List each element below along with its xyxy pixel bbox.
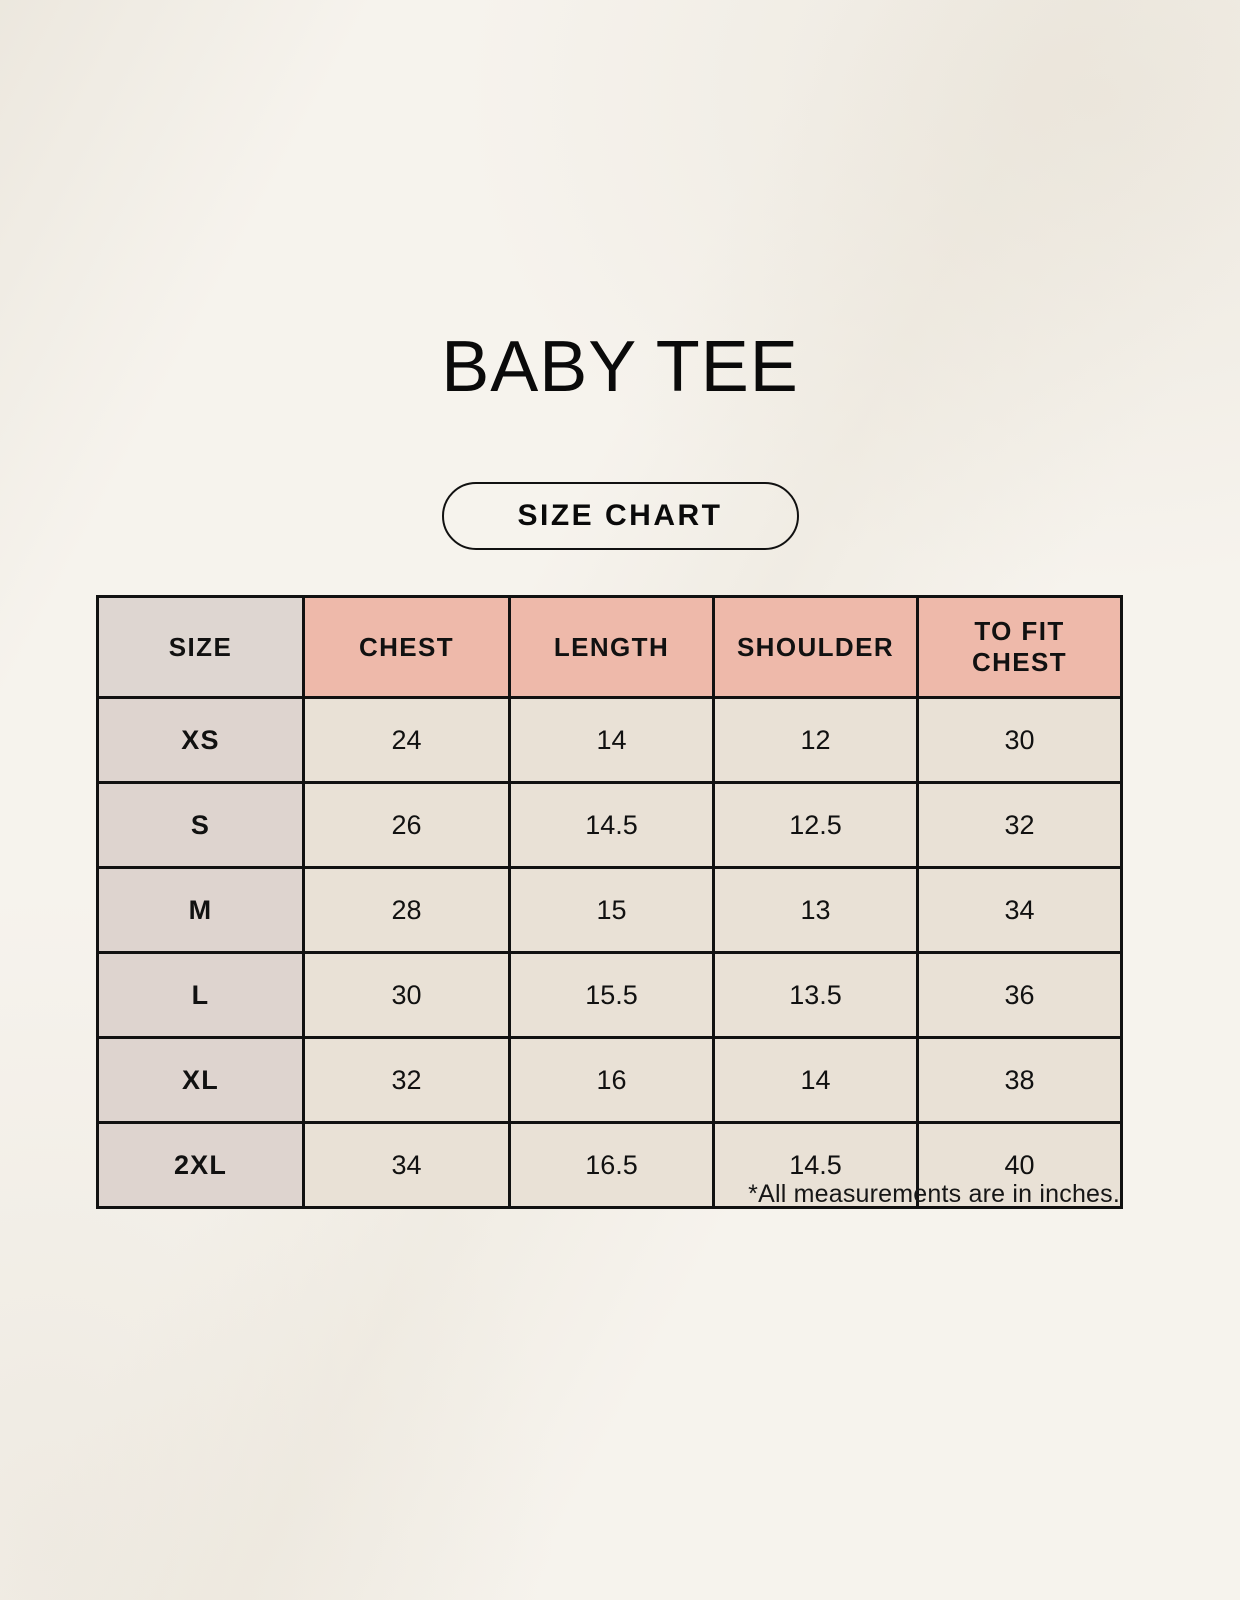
table-row: S 26 14.5 12.5 32 xyxy=(96,781,1123,869)
cell-length: 15.5 xyxy=(508,951,715,1039)
column-header-chest: CHEST xyxy=(302,595,511,699)
cell-chest: 34 xyxy=(302,1121,511,1209)
cell-size: M xyxy=(96,866,305,954)
cell-shoulder: 13 xyxy=(712,866,919,954)
cell-chest: 26 xyxy=(302,781,511,869)
cell-length: 16.5 xyxy=(508,1121,715,1209)
cell-length: 14 xyxy=(508,696,715,784)
cell-size: S xyxy=(96,781,305,869)
table-row: XS 24 14 12 30 xyxy=(96,696,1123,784)
cell-length: 15 xyxy=(508,866,715,954)
cell-shoulder: 14 xyxy=(712,1036,919,1124)
cell-size: 2XL xyxy=(96,1121,305,1209)
cell-chest: 24 xyxy=(302,696,511,784)
cell-length: 14.5 xyxy=(508,781,715,869)
badge-container: SIZE CHART xyxy=(0,482,1240,550)
table-body: XS 24 14 12 30 S 26 14.5 12.5 32 M 28 15 xyxy=(96,696,1123,1209)
size-table-container: SIZE CHEST LENGTH SHOULDER TO FIT CHEST … xyxy=(96,595,1123,1209)
cell-chest: 28 xyxy=(302,866,511,954)
column-header-shoulder: SHOULDER xyxy=(712,595,919,699)
table-header-row: SIZE CHEST LENGTH SHOULDER TO FIT CHEST xyxy=(96,595,1123,699)
cell-size: XS xyxy=(96,696,305,784)
to-fit-chest-line-2: CHEST xyxy=(971,647,1068,677)
size-chart-badge: SIZE CHART xyxy=(441,482,799,550)
table-row: M 28 15 13 34 xyxy=(96,866,1123,954)
size-table: SIZE CHEST LENGTH SHOULDER TO FIT CHEST … xyxy=(96,595,1123,1209)
table-row: 2XL 34 16.5 14.5 40 xyxy=(96,1121,1123,1209)
table-header: SIZE CHEST LENGTH SHOULDER TO FIT CHEST xyxy=(96,595,1123,699)
cell-shoulder: 12 xyxy=(712,696,919,784)
to-fit-chest-line-1: TO FIT xyxy=(974,616,1065,647)
cell-to-fit-chest: 36 xyxy=(916,951,1123,1039)
cell-size: XL xyxy=(96,1036,305,1124)
column-header-to-fit-chest: TO FIT CHEST xyxy=(916,595,1123,699)
cell-to-fit-chest: 40 xyxy=(916,1121,1123,1209)
page-title: BABY TEE xyxy=(441,327,799,407)
column-header-length: LENGTH xyxy=(508,595,715,699)
cell-to-fit-chest: 38 xyxy=(916,1036,1123,1124)
table-row: L 30 15.5 13.5 36 xyxy=(96,951,1123,1039)
cell-length: 16 xyxy=(508,1036,715,1124)
cell-to-fit-chest: 32 xyxy=(916,781,1123,869)
cell-shoulder: 12.5 xyxy=(712,781,919,869)
cell-size: L xyxy=(96,951,305,1039)
cell-chest: 30 xyxy=(302,951,511,1039)
cell-to-fit-chest: 30 xyxy=(916,696,1123,784)
cell-chest: 32 xyxy=(302,1036,511,1124)
cell-shoulder: 14.5 xyxy=(712,1121,919,1209)
measurement-footnote: *All measurements are in inches. xyxy=(748,1180,1120,1208)
column-header-size: SIZE xyxy=(96,595,305,699)
cell-shoulder: 13.5 xyxy=(712,951,919,1039)
table-row: XL 32 16 14 38 xyxy=(96,1036,1123,1124)
cell-to-fit-chest: 34 xyxy=(916,866,1123,954)
